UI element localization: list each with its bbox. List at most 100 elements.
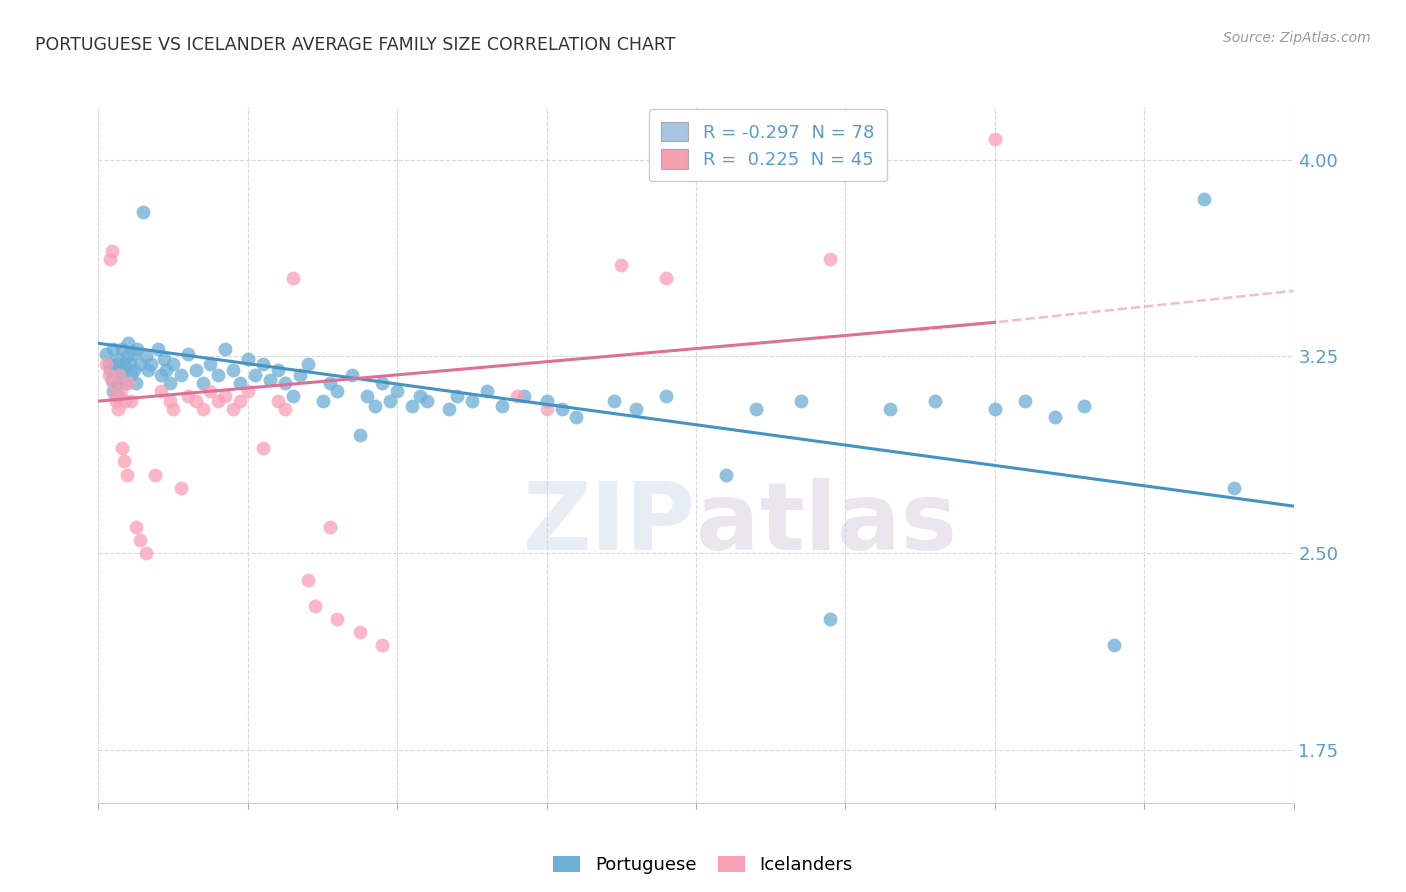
- Point: [115, 467, 138, 482]
- Point: [155, 362, 177, 376]
- Point: [304, 599, 326, 613]
- Point: [446, 389, 468, 403]
- Point: [114, 376, 136, 390]
- Point: [150, 368, 173, 382]
- Point: [1043, 409, 1066, 424]
- Point: [135, 350, 157, 364]
- Point: [100, 252, 122, 267]
- Point: [222, 362, 245, 376]
- Point: [112, 454, 135, 468]
- Point: [105, 357, 128, 371]
- Point: [207, 368, 229, 382]
- Point: [162, 401, 184, 416]
- Point: [200, 357, 222, 371]
- Text: PORTUGUESE VS ICELANDER AVERAGE FAMILY SIZE CORRELATION CHART: PORTUGUESE VS ICELANDER AVERAGE FAMILY S…: [35, 36, 676, 54]
- Point: [143, 467, 166, 482]
- Point: [111, 342, 134, 356]
- Point: [326, 384, 349, 398]
- Point: [297, 573, 319, 587]
- Point: [461, 394, 484, 409]
- Point: [924, 394, 946, 409]
- Point: [159, 376, 181, 390]
- Point: [105, 394, 128, 409]
- Point: [103, 384, 125, 398]
- Text: atlas: atlas: [696, 478, 957, 571]
- Point: [252, 357, 274, 371]
- Point: [222, 401, 245, 416]
- Point: [281, 270, 304, 285]
- Point: [162, 357, 184, 371]
- Point: [789, 394, 811, 409]
- Point: [132, 205, 155, 219]
- Point: [169, 368, 191, 382]
- Point: [127, 342, 149, 356]
- Point: [1104, 638, 1126, 652]
- Point: [506, 389, 529, 403]
- Point: [385, 384, 409, 398]
- Point: [326, 612, 349, 626]
- Point: [259, 373, 281, 387]
- Point: [117, 336, 139, 351]
- Point: [626, 401, 648, 416]
- Point: [371, 376, 394, 390]
- Point: [177, 389, 200, 403]
- Point: [184, 362, 207, 376]
- Point: [121, 347, 143, 361]
- Point: [117, 376, 139, 390]
- Point: [107, 389, 129, 403]
- Point: [439, 401, 461, 416]
- Point: [491, 400, 513, 414]
- Point: [101, 244, 124, 259]
- Point: [150, 384, 173, 398]
- Point: [274, 376, 297, 390]
- Text: Source: ZipAtlas.com: Source: ZipAtlas.com: [1223, 31, 1371, 45]
- Point: [207, 394, 229, 409]
- Point: [191, 401, 214, 416]
- Point: [655, 270, 678, 285]
- Point: [356, 389, 378, 403]
- Point: [378, 394, 401, 409]
- Point: [267, 394, 290, 409]
- Point: [153, 352, 176, 367]
- Legend: Portuguese, Icelanders: Portuguese, Icelanders: [544, 847, 862, 883]
- Point: [536, 401, 558, 416]
- Point: [107, 401, 129, 416]
- Point: [114, 394, 136, 409]
- Point: [565, 409, 588, 424]
- Point: [108, 352, 131, 367]
- Point: [229, 376, 252, 390]
- Point: [110, 362, 132, 376]
- Point: [475, 384, 498, 398]
- Point: [108, 368, 131, 382]
- Point: [879, 401, 901, 416]
- Point: [745, 401, 768, 416]
- Point: [655, 389, 678, 403]
- Point: [513, 389, 536, 403]
- Point: [135, 546, 157, 560]
- Point: [139, 357, 162, 371]
- Point: [252, 442, 274, 456]
- Point: [177, 347, 200, 361]
- Point: [125, 520, 148, 534]
- Point: [984, 401, 1007, 416]
- Point: [120, 368, 142, 382]
- Point: [1073, 400, 1095, 414]
- Point: [104, 368, 127, 382]
- Point: [115, 350, 138, 364]
- Point: [111, 442, 134, 456]
- Point: [714, 467, 737, 482]
- Point: [107, 376, 129, 390]
- Text: ZIP: ZIP: [523, 478, 696, 571]
- Point: [319, 376, 342, 390]
- Point: [342, 368, 364, 382]
- Point: [129, 533, 152, 548]
- Point: [111, 368, 134, 382]
- Point: [129, 357, 152, 371]
- Point: [1014, 394, 1036, 409]
- Point: [984, 131, 1007, 145]
- Point: [408, 389, 430, 403]
- Point: [191, 376, 214, 390]
- Point: [610, 258, 633, 272]
- Point: [97, 368, 120, 382]
- Point: [104, 389, 127, 403]
